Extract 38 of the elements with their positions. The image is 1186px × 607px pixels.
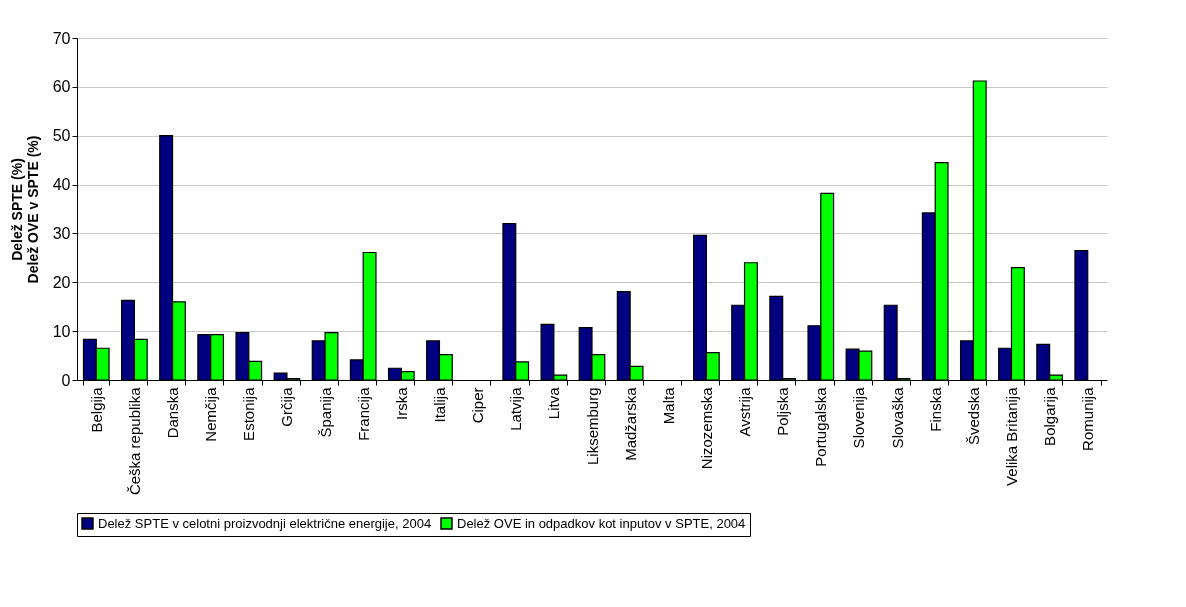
x-tick-label: Irska	[392, 386, 410, 421]
x-tick-label: Švedska	[964, 386, 982, 446]
x-tick-label: Portugalska	[812, 386, 830, 467]
x-tick-label: Malta	[659, 386, 677, 425]
y-tick-label: 30	[52, 224, 71, 242]
y-tick-label: 0	[61, 371, 71, 389]
x-tick-label: Litva	[545, 386, 563, 420]
y-tick-label: 70	[52, 29, 71, 47]
y-tick-label: 20	[52, 273, 71, 291]
legend-label: Delež SPTE v celotni proizvodnji električne energije, 2004	[98, 515, 432, 531]
x-tick-label: Madžarska	[621, 386, 639, 461]
x-tick-label: Finska	[926, 386, 944, 432]
x-tick-label: Velika Britanija	[1002, 386, 1020, 486]
x-tick-label: Ciper	[469, 387, 487, 424]
y-tick-label: 60	[52, 78, 71, 96]
y-tick-label: 40	[52, 176, 71, 194]
x-tick-label: Francija	[354, 386, 372, 441]
x-tick-label: Bolgarija	[1041, 386, 1059, 446]
x-tick-label: Nemčija	[202, 386, 220, 442]
x-tick-label: Avstrija	[736, 386, 754, 437]
x-tick-label: Češka republika	[125, 386, 143, 496]
x-tick-label: Poljska	[774, 386, 792, 436]
y-tick-label: 50	[52, 127, 71, 145]
x-tick-label: Belgija	[87, 386, 105, 433]
x-tick-label: Grčija	[278, 386, 296, 427]
x-tick-label: Romunija	[1079, 386, 1097, 451]
y-axis-title: Delež SPTE (%) Delež OVE v SPTE (%)	[8, 135, 41, 284]
x-tick-label: Slovaška	[888, 386, 906, 449]
x-tick-label: Latvija	[507, 386, 525, 431]
x-tick-label: Estonija	[240, 386, 258, 441]
x-tick-label: Liksemburg	[583, 387, 601, 466]
y-tick-label: 10	[52, 322, 71, 340]
x-tick-label: Nizozemska	[697, 386, 715, 470]
x-tick-label: Italija	[430, 386, 448, 423]
x-tick-label: Slovenija	[850, 386, 868, 449]
x-tick-label: Španija	[316, 386, 334, 438]
x-tick-label: Danska	[164, 386, 182, 439]
legend-label: Delež OVE in odpadkov kot inputov v SPTE, 2004	[457, 515, 746, 531]
